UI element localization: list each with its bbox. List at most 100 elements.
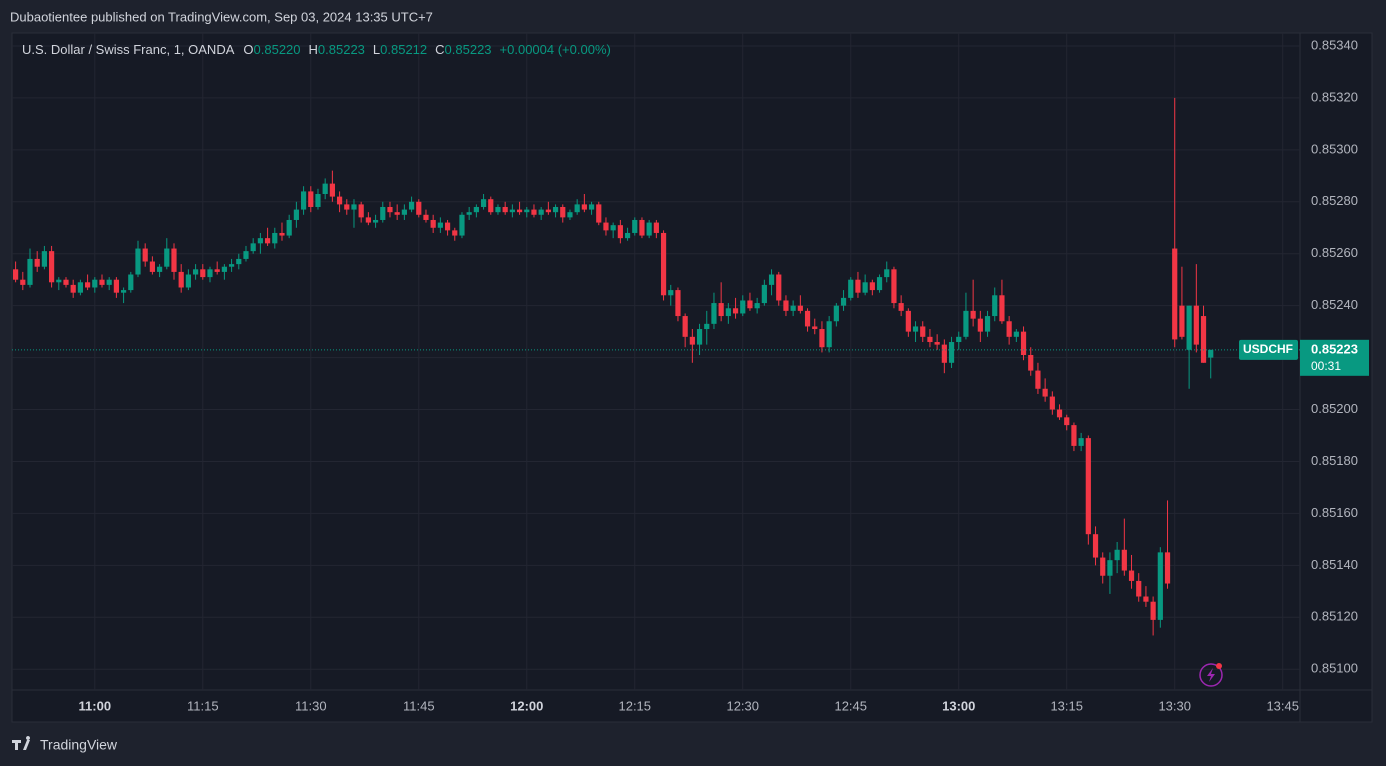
y-tick-label: 0.85320 [1311,89,1358,104]
candle-body [178,271,184,288]
candle-body [380,206,386,220]
candle-body [250,243,256,252]
candle-body [1020,331,1027,356]
y-tick-label: 0.85120 [1311,609,1358,624]
candle-body [466,212,472,215]
ohlc-value: 0.85212 [380,42,427,57]
candle-body [315,194,321,207]
candle-body [934,342,940,345]
y-tick-label: 0.85280 [1311,193,1358,208]
candle-body [459,214,465,236]
candle-body [92,279,98,288]
candle-body [840,297,847,306]
candle-body [63,279,69,285]
candle-body [1128,570,1135,581]
candle-body [819,329,825,348]
candle-body [214,269,220,272]
x-tick-label: 11:45 [403,698,435,713]
candle-body [646,222,652,236]
candle-body [221,266,227,272]
candle-body [1164,552,1171,584]
candle-body [876,277,883,291]
candle-body [329,183,335,197]
candle-body [948,342,955,363]
candle-body [1006,321,1012,337]
candle-body [603,222,609,231]
candle-body [1193,305,1199,345]
candle-body [797,305,803,311]
candle-body [891,269,897,304]
candle-body [812,326,818,330]
candle-body [826,321,832,348]
candle-body [322,183,328,195]
candle-body [653,222,659,233]
candle-body [1042,388,1048,397]
y-tick-label: 0.85160 [1311,505,1358,520]
candle-body [236,258,242,265]
candle-body [1107,560,1113,576]
x-tick-label: 11:00 [79,698,112,713]
candle-body [927,336,933,343]
candle-body [48,251,55,283]
candle-body [862,282,868,293]
candle-body [20,279,26,285]
candle-body [156,266,163,272]
candle-body [538,209,544,215]
x-tick-label: 12:15 [618,698,651,713]
candle-body [164,248,170,267]
candle-body [1157,552,1163,620]
y-tick-label: 0.85340 [1311,37,1358,52]
candle-body [286,219,292,236]
candle-body [1092,534,1099,558]
candle-body [617,225,623,239]
candle-body [135,248,141,275]
candle-body [257,238,263,244]
candle-body [207,269,213,278]
candle-body [1121,549,1127,571]
candle-body [689,336,695,345]
candle-body [977,318,983,332]
candle-body [142,248,148,262]
candle-body [725,308,731,317]
y-tick-label: 0.85200 [1311,401,1358,416]
candle-body [581,204,587,210]
ohlc-key: O [243,42,253,57]
candle-body [963,310,969,337]
countdown: 00:31 [1311,359,1341,373]
candle-body [718,303,724,317]
change: +0.00004 (+0.00%) [500,42,611,57]
candle-body [624,232,631,239]
candle-body [632,219,638,233]
candle-body [41,251,47,267]
candle-body [552,206,559,213]
candle-body [740,300,746,314]
ohlc-value: 0.85223 [318,42,365,57]
candle-body [149,261,155,272]
candle-body [1085,438,1091,535]
candle-body [1186,305,1192,350]
candle-body [560,206,566,218]
candle-body [776,274,782,301]
candle-body [192,269,199,275]
candle-body [365,217,371,223]
candle-body [12,269,19,280]
candle-body [1150,601,1156,620]
candle-body [128,274,134,291]
symbol-legend: U.S. Dollar / Swiss Franc, 1, OANDA O0.85… [22,42,611,57]
ohlc-value: 0.85223 [445,42,492,57]
candle-body [372,219,379,223]
candle-body [833,305,839,322]
candle-body [610,225,616,231]
candle-body [768,274,775,285]
candle-body [1013,331,1019,337]
candle-body [912,326,919,332]
y-tick-label: 0.85100 [1311,661,1358,676]
candle-body [848,279,854,298]
candle-body [696,329,703,345]
candle-body [495,206,501,213]
candle-body [70,284,76,293]
y-tick-label: 0.85300 [1311,141,1358,156]
candle-body [444,222,451,231]
candle-body [754,303,760,309]
candle-body [473,206,479,213]
